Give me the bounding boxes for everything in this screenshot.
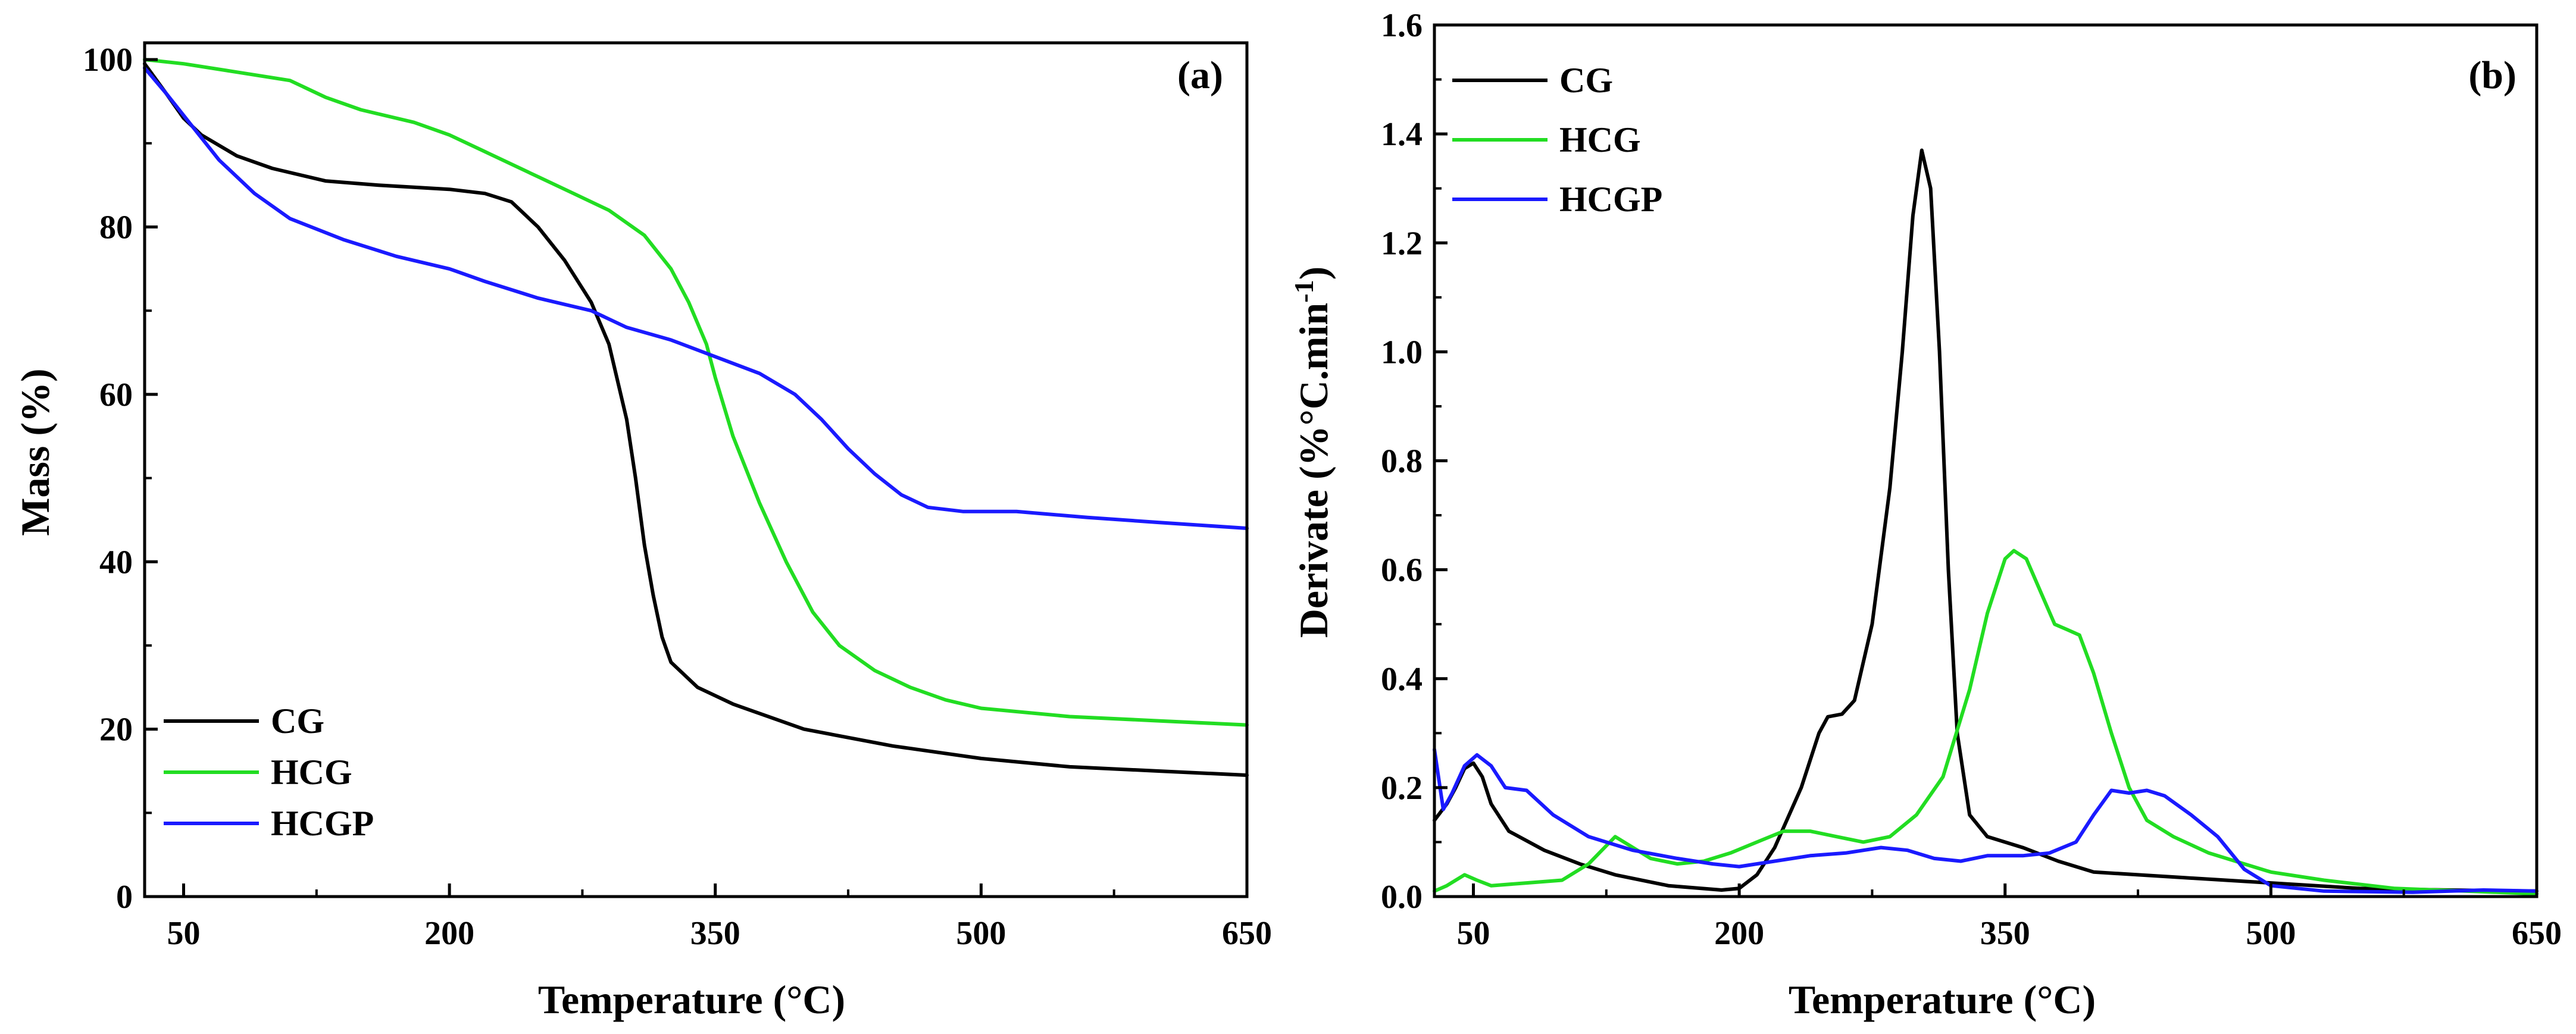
series-layer-a: [143, 58, 1249, 777]
x-tick-label-a-350: 350: [690, 915, 740, 952]
y-axis-title-a: Mass (%): [12, 368, 58, 535]
legend-label-a-cg: CG: [271, 701, 324, 741]
y-tick-label-b-5: 1.0: [1381, 334, 1423, 371]
y-tick-label-a-3: 60: [99, 377, 133, 413]
x-tick-label-a-500: 500: [956, 915, 1006, 952]
series-line-b-cg: [1433, 148, 2539, 893]
panel-label-a: (a): [1177, 54, 1223, 97]
x-tick-label-b-650: 650: [2512, 915, 2562, 952]
ticks-layer-a: 50 200 350 500 650 0 20 40 60 80 100: [83, 42, 1272, 952]
legend-a: CG HCG HCGP: [164, 701, 374, 843]
x-axis-title-a: Temperature (°C): [538, 977, 845, 1022]
y-tick-label-a-1: 20: [99, 712, 133, 748]
x-tick-label-b-50: 50: [1457, 915, 1490, 952]
y-axis-title-b-close: ): [1291, 267, 1336, 280]
y-tick-label-b-0: 0.0: [1381, 879, 1423, 916]
y-tick-label-b-4: 0.8: [1381, 443, 1423, 480]
y-tick-label-b-3: 0.6: [1381, 552, 1423, 589]
panel-b: Derivate (%°C.min-1) Temperature (°C) 50…: [1289, 7, 2562, 1022]
legend-label-b-hcgp: HCGP: [1559, 180, 1662, 219]
y-tick-label-a-0: 0: [116, 879, 133, 916]
panel-label-b: (b): [2468, 54, 2516, 97]
series-line-a-hcgp: [143, 66, 1249, 530]
legend-b: CG HCG HCGP: [1452, 61, 1662, 219]
x-tick-label-b-350: 350: [1980, 915, 2030, 952]
legend-label-b-cg: CG: [1559, 61, 1613, 100]
y-tick-label-b-8: 1.6: [1381, 7, 1423, 44]
x-tick-label-b-500: 500: [2246, 915, 2296, 952]
y-axis-title-b-main: Derivate (%°C.min: [1291, 303, 1336, 638]
y-axis-title-b: Derivate (%°C.min-1): [1289, 267, 1336, 638]
x-tick-label-a-50: 50: [167, 915, 201, 952]
y-tick-label-b-6: 1.2: [1381, 225, 1423, 262]
y-tick-label-b-7: 1.4: [1381, 116, 1423, 153]
y-tick-label-a-5: 100: [83, 42, 133, 79]
x-tick-label-a-650: 650: [1222, 915, 1272, 952]
y-tick-label-b-1: 0.2: [1381, 770, 1423, 807]
x-axis-title-b: Temperature (°C): [1789, 977, 2096, 1022]
legend-label-a-hcg: HCG: [271, 753, 352, 792]
series-line-b-hcg: [1433, 549, 2539, 896]
series-layer-b: [1433, 148, 2539, 896]
panel-a: Mass (%) Temperature (°C) 50 200 350 500 650…: [12, 41, 1272, 1022]
ticks-layer-b: 50 200 350 500 650 0.0 0.2 0.4 0.6 0.8 1.0 1.2 1.4 1.…: [1381, 7, 2562, 952]
series-line-a-cg: [143, 62, 1249, 777]
plot-frame-b: [1433, 23, 2539, 898]
y-tick-label-a-4: 80: [99, 209, 133, 246]
y-tick-label-a-2: 40: [99, 544, 133, 581]
legend-label-a-hcgp: HCGP: [271, 804, 374, 843]
x-tick-label-b-200: 200: [1714, 915, 1764, 952]
y-axis-title-b-sup: -1: [1289, 280, 1319, 302]
y-tick-label-b-2: 0.4: [1381, 661, 1423, 698]
legend-label-b-hcg: HCG: [1559, 120, 1641, 159]
plot-frame-a: [143, 41, 1249, 898]
series-line-a-hcg: [143, 58, 1249, 727]
series-line-b-hcgp: [1433, 747, 2539, 894]
x-tick-label-a-200: 200: [424, 915, 474, 952]
